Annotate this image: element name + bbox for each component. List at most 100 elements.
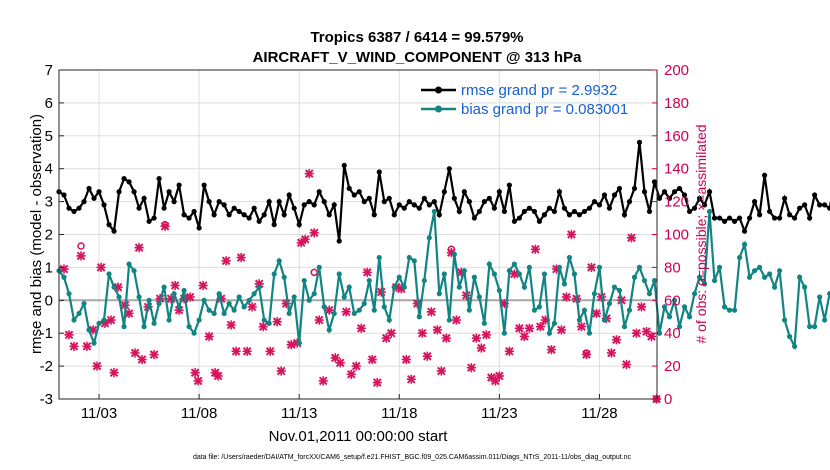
point-bias <box>807 324 813 330</box>
obs-assimilated-marker <box>417 328 427 338</box>
point-rmse <box>226 212 232 218</box>
point-rmse <box>296 222 302 228</box>
point-rmse <box>176 182 182 188</box>
obs-assimilated-marker <box>631 328 642 338</box>
point-bias <box>581 307 588 313</box>
point-rmse <box>651 179 658 185</box>
point-bias <box>526 264 532 270</box>
point-rmse <box>596 202 603 208</box>
point-rmse <box>406 199 412 205</box>
obs-assimilated-marker <box>362 267 372 277</box>
point-bias <box>391 284 397 290</box>
obs-assimilated-marker <box>281 298 291 309</box>
point-bias <box>251 291 257 297</box>
point-rmse <box>416 205 422 211</box>
y-right-tick-label: 140 <box>664 161 689 178</box>
series-rmse <box>56 139 830 244</box>
obs-assimilated-marker <box>356 323 366 333</box>
point-bias <box>691 291 698 297</box>
point-bias <box>166 317 172 323</box>
point-bias <box>491 271 497 277</box>
obs-assimilated-marker <box>190 368 200 378</box>
point-rmse <box>731 218 738 224</box>
point-bias <box>671 297 678 303</box>
point-bias <box>71 317 77 323</box>
point-bias <box>121 324 127 330</box>
obs-assimilated-marker <box>309 228 319 238</box>
point-bias <box>681 304 688 310</box>
point-rmse <box>201 182 207 188</box>
point-rmse <box>827 205 830 211</box>
point-bias <box>711 277 718 284</box>
point-rmse <box>656 195 663 201</box>
point-rmse <box>812 192 818 198</box>
obs-assimilated-marker <box>272 317 282 327</box>
obs-assimilated-marker <box>236 252 246 263</box>
point-bias <box>236 294 242 300</box>
y-right-tick-label: 20 <box>664 358 681 375</box>
y-tick-label: 5 <box>45 128 53 145</box>
point-rmse <box>566 212 573 218</box>
point-rmse <box>661 189 668 195</box>
point-bias <box>81 300 87 307</box>
obs-assimilated-marker <box>193 376 203 386</box>
x-tick-label: 11/03 <box>81 405 117 422</box>
point-rmse <box>366 195 372 201</box>
obs-assimilated-marker <box>198 280 208 291</box>
point-rmse <box>81 199 87 205</box>
point-bias <box>777 268 783 274</box>
obs-assimilated-marker <box>556 325 567 335</box>
obs-possible-marker <box>447 245 456 254</box>
point-rmse <box>521 208 527 215</box>
point-bias <box>561 281 568 287</box>
point-rmse <box>511 218 517 224</box>
point-rmse <box>711 215 718 221</box>
point-bias <box>316 264 322 270</box>
point-rmse <box>156 175 162 182</box>
point-bias <box>111 284 117 290</box>
point-bias <box>231 307 237 313</box>
point-rmse <box>766 208 773 215</box>
point-bias <box>716 264 723 270</box>
point-bias <box>201 297 207 303</box>
point-bias <box>766 271 773 277</box>
point-bias <box>676 324 683 330</box>
obs-assimilated-marker <box>300 234 310 245</box>
point-rmse <box>787 212 793 218</box>
point-rmse <box>136 205 142 211</box>
point-bias <box>266 320 272 326</box>
point-rmse <box>726 215 733 221</box>
y-right-tick-label: 60 <box>664 292 681 309</box>
point-rmse <box>266 199 272 205</box>
point-bias <box>271 271 277 277</box>
obs-assimilated-marker <box>441 333 451 343</box>
point-rmse <box>386 195 392 201</box>
point-bias <box>641 277 648 284</box>
point-bias <box>146 297 152 303</box>
point-rmse <box>621 212 628 218</box>
point-rmse <box>291 205 297 211</box>
obs-assimilated-marker <box>109 368 119 378</box>
point-bias <box>541 271 548 277</box>
obs-assimilated-marker <box>137 354 147 365</box>
y-right-tick-label: 120 <box>664 194 689 211</box>
point-bias <box>812 324 818 330</box>
point-bias <box>701 281 708 287</box>
point-bias <box>101 317 107 323</box>
point-bias <box>406 254 412 261</box>
point-rmse <box>446 166 452 172</box>
point-rmse <box>116 189 122 195</box>
point-rmse <box>506 182 512 188</box>
point-rmse <box>346 185 352 192</box>
point-bias <box>481 320 487 326</box>
point-bias <box>546 330 553 336</box>
y-right-tick-label: 200 <box>664 62 689 79</box>
obs-assimilated-marker <box>372 377 382 388</box>
obs-assimilated-marker <box>535 322 546 332</box>
point-bias <box>511 261 517 267</box>
obs-assimilated-marker <box>406 374 416 384</box>
point-rmse <box>231 205 237 211</box>
y-tick-label: -1 <box>40 325 53 342</box>
point-bias <box>817 294 823 300</box>
point-bias <box>756 264 763 270</box>
